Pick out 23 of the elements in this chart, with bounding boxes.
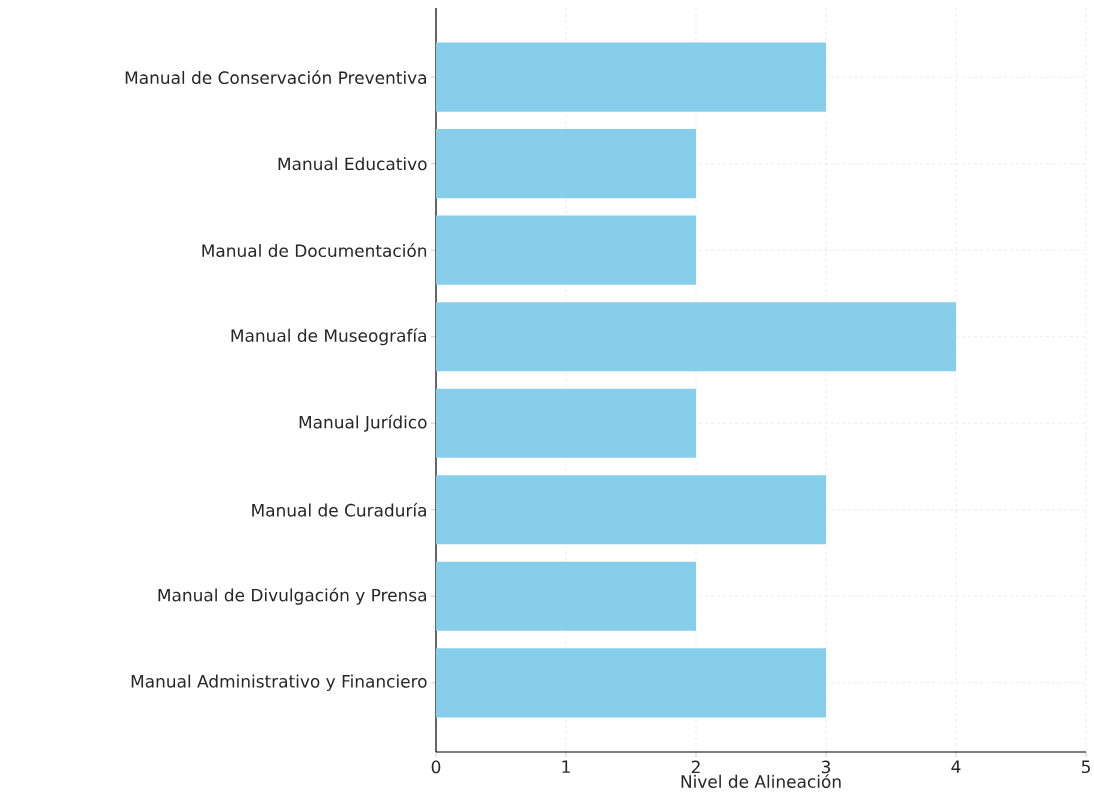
y-tick-label: Manual de Documentación bbox=[202, 243, 427, 258]
x-tick-label: 4 bbox=[951, 760, 961, 773]
x-tick-label: 3 bbox=[821, 760, 831, 774]
bar bbox=[436, 561, 697, 631]
bar bbox=[436, 129, 697, 199]
y-tick-label: Manual de Conservación Preventiva bbox=[125, 70, 426, 85]
bar bbox=[436, 475, 827, 545]
x-tick-label: 1 bbox=[562, 760, 570, 773]
y-tick-label: Manual Educativo bbox=[278, 157, 427, 171]
y-tick-label: Manual de Museografía bbox=[231, 328, 426, 346]
bar bbox=[436, 648, 827, 718]
y-tick-label: Manual Jurídico bbox=[299, 414, 427, 432]
y-tick-label: Manual de Divulgación y Prensa bbox=[158, 587, 426, 605]
bar bbox=[436, 302, 957, 372]
x-axis-title: Nivel de Alineación bbox=[681, 774, 841, 788]
x-tick-label: 0 bbox=[431, 760, 441, 774]
y-tick-label: Manual Administrativo y Financiero bbox=[131, 674, 427, 691]
y-tick-label: Manual de Curaduría bbox=[252, 502, 426, 517]
x-tick-label: 5 bbox=[1081, 760, 1090, 774]
x-tick-label: 2 bbox=[691, 760, 700, 774]
bar bbox=[436, 42, 827, 112]
bar bbox=[436, 215, 697, 285]
bar bbox=[436, 388, 697, 458]
